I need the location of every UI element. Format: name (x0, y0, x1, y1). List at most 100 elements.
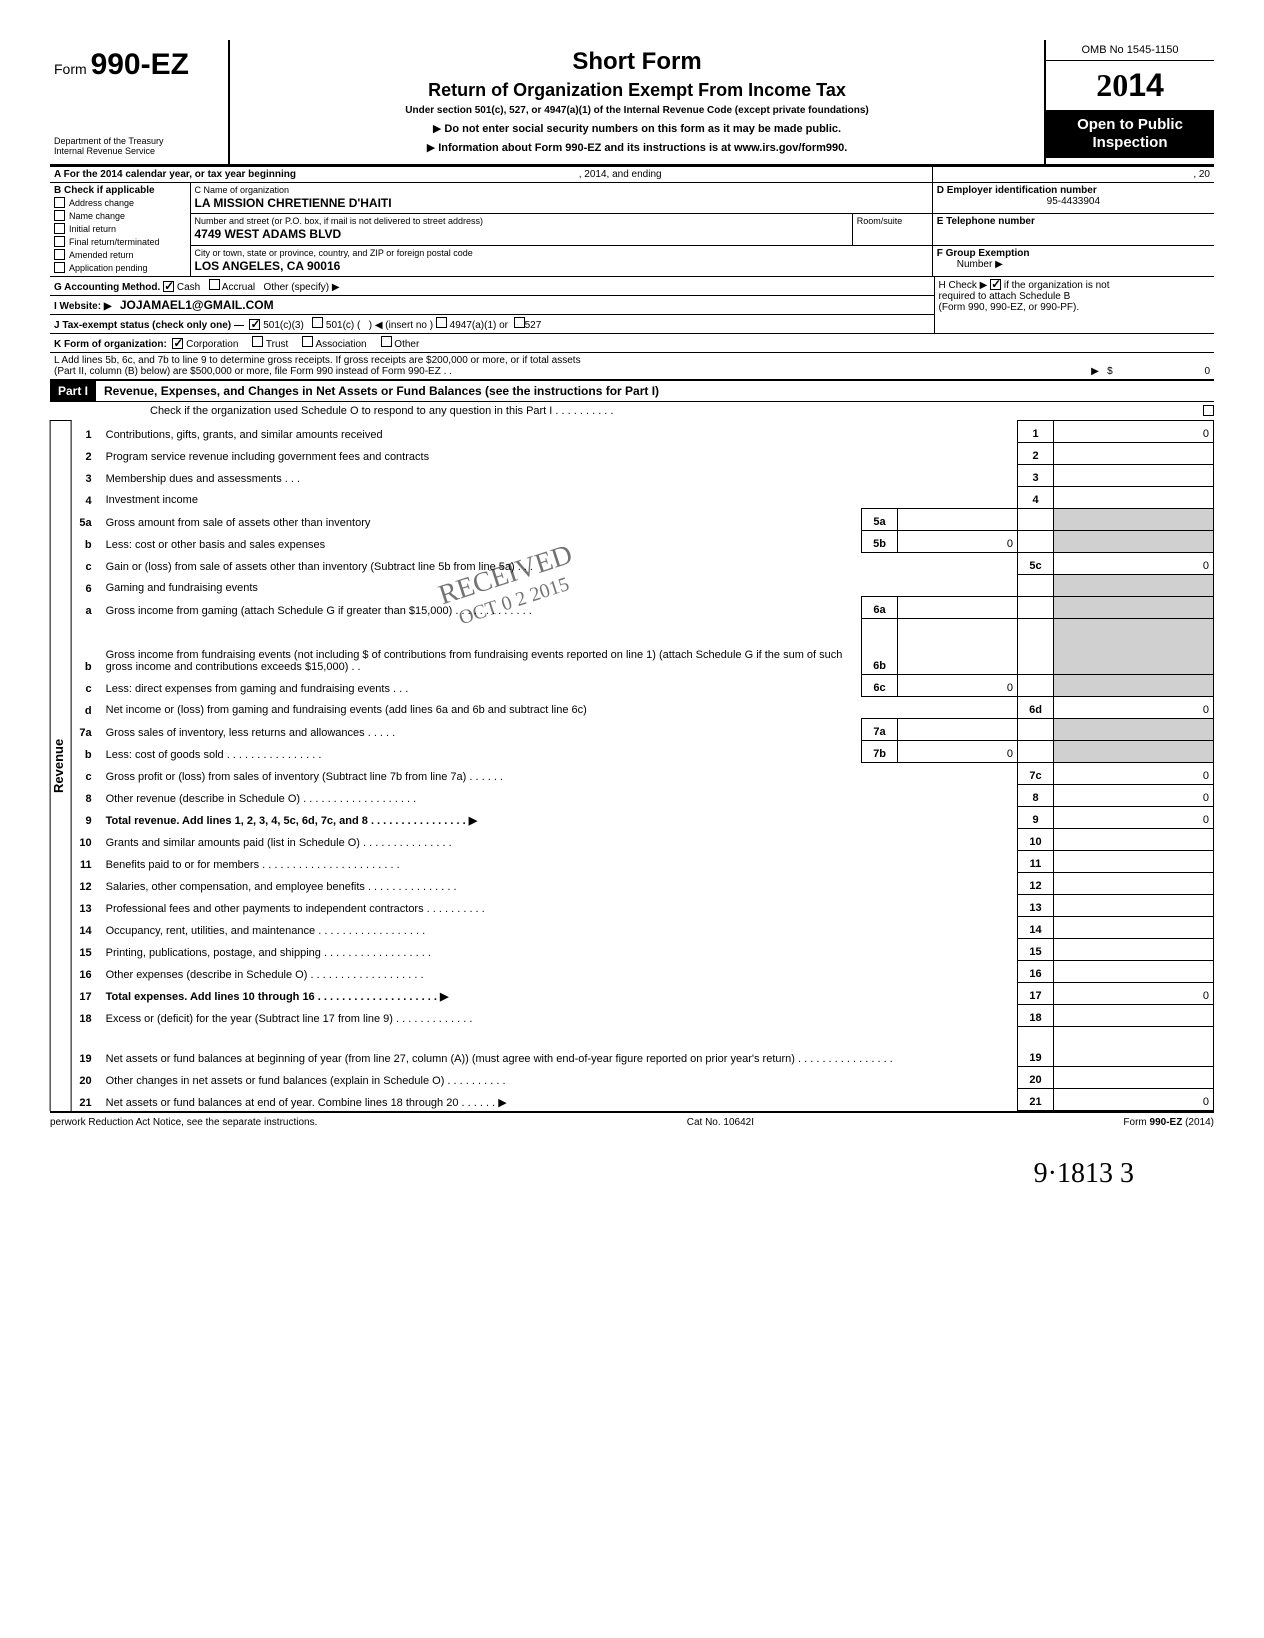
part-1-badge: Part I (50, 381, 96, 401)
line-5c: cGain or (loss) from sale of assets othe… (72, 553, 1214, 575)
chk-amended-return[interactable]: Amended return (54, 248, 186, 261)
l-text1: L Add lines 5b, 6c, and 7b to line 9 to … (54, 355, 581, 366)
line-17-desc: Total expenses. Add lines 10 through 16 … (106, 991, 449, 1003)
i-value: JOJAMAEL1@GMAIL.COM (120, 298, 274, 312)
k-opt-0: Corporation (186, 339, 238, 350)
c-street-value: 4749 WEST ADAMS BLVD (195, 227, 342, 241)
open-public-1: Open to Public (1048, 116, 1212, 134)
line-4: 4Investment income4 (72, 487, 1214, 509)
chk-name-change[interactable]: Name change (54, 209, 186, 222)
c-city-label: City or town, state or province, country… (195, 248, 473, 258)
instr-1: Do not enter social security numbers on … (238, 122, 1036, 135)
chk-initial-return[interactable]: Initial return (54, 222, 186, 235)
open-to-public: Open to Public Inspection (1046, 110, 1214, 158)
l-amount: 0 (1204, 366, 1210, 377)
form-number-block: Form 990-EZ (54, 48, 224, 82)
chk-accrual[interactable] (209, 279, 220, 290)
line-5b: bLess: cost or other basis and sales exp… (72, 531, 1214, 553)
j-opt-3: 4947(a)(1) or (450, 320, 508, 331)
k-opt-1: Trust (266, 339, 288, 350)
line-17: 17Total expenses. Add lines 10 through 1… (72, 983, 1214, 1005)
chk-schedule-o[interactable] (1203, 405, 1214, 416)
line-6d: dNet income or (loss) from gaming and fu… (72, 697, 1214, 719)
handwriting: 9·1813 3 (50, 1128, 1214, 1190)
chk-other[interactable] (381, 336, 392, 347)
line-6c: cLess: direct expenses from gaming and f… (72, 675, 1214, 697)
part-1-check-text: Check if the organization used Schedule … (150, 405, 613, 417)
lines-wrap: Revenue 1Contributions, gifts, grants, a… (50, 420, 1214, 1111)
chk-501c[interactable] (312, 317, 323, 328)
line-9: 9Total revenue. Add lines 1, 2, 3, 4, 5c… (72, 807, 1214, 829)
line-13: 13Professional fees and other payments t… (72, 895, 1214, 917)
header-right: OMB No 1545-1150 20201414 Open to Public… (1044, 40, 1214, 164)
line-3: 3Membership dues and assessments . . .3 (72, 465, 1214, 487)
g-cash: Cash (177, 282, 200, 293)
f-sub: Number ▶ (937, 259, 1003, 270)
line-2: 2Program service revenue including gover… (72, 443, 1214, 465)
chk-corporation[interactable] (172, 338, 183, 349)
line-7b: bLess: cost of goods sold . . . . . . . … (72, 741, 1214, 763)
line-14: 14Occupancy, rent, utilities, and mainte… (72, 917, 1214, 939)
instr-2: Information about Form 990-EZ and its in… (238, 141, 1036, 154)
chk-association[interactable] (302, 336, 313, 347)
chk-trust[interactable] (252, 336, 263, 347)
section-a-label: A For the 2014 calendar year, or tax yea… (54, 169, 296, 180)
revenue-vertical-label: Revenue (50, 420, 72, 1111)
subtitle: Under section 501(c), 527, or 4947(a)(1)… (238, 105, 1036, 116)
section-b: B Check if applicable Address change Nam… (50, 183, 190, 277)
chk-4947[interactable] (436, 317, 447, 328)
line-1: 1Contributions, gifts, grants, and simil… (72, 421, 1214, 443)
d-value: 95-4433904 (937, 196, 1210, 207)
chk-application-pending[interactable]: Application pending (54, 261, 186, 274)
tax-year: 20201414 (1046, 61, 1214, 110)
chk-h[interactable] (990, 279, 1001, 290)
header-center: Short Form Return of Organization Exempt… (230, 40, 1044, 164)
line-20: 20Other changes in net assets or fund ba… (72, 1067, 1214, 1089)
instr-1-text: Do not enter social security numbers on … (444, 123, 841, 135)
section-a-end: , 20 (932, 167, 1214, 183)
footer: perwork Reduction Act Notice, see the se… (50, 1111, 1214, 1128)
dept-line-2: Internal Revenue Service (54, 146, 224, 156)
k-opt-3: Other (394, 339, 419, 350)
h-label4: (Form 990, 990-EZ, or 990-PF). (939, 302, 1080, 313)
instr-2-text: Information about Form 990-EZ and its in… (438, 142, 847, 154)
part-1-check-line: Check if the organization used Schedule … (50, 401, 1214, 420)
line-18: 18Excess or (deficit) for the year (Subt… (72, 1005, 1214, 1027)
line-19: 19Net assets or fund balances at beginni… (72, 1027, 1214, 1067)
c-city-value: LOS ANGELES, CA 90016 (195, 259, 341, 273)
c-name-value: LA MISSION CHRETIENNE D'HAITI (195, 196, 392, 210)
g-to-l-grid: G Accounting Method. Cash Accrual Other … (50, 277, 1214, 380)
line-6a: aGross income from gaming (attach Schedu… (72, 597, 1214, 619)
g-other: Other (specify) ▶ (264, 282, 340, 293)
header-left: Form 990-EZ Department of the Treasury I… (50, 40, 230, 164)
j-opt-2: ◀ (insert no ) (375, 320, 433, 331)
chk-address-change[interactable]: Address change (54, 196, 186, 209)
title-return: Return of Organization Exempt From Incom… (238, 80, 1036, 101)
line-5a: 5aGross amount from sale of assets other… (72, 509, 1214, 531)
j-opt-0: 501(c)(3) (263, 320, 304, 331)
line-6b: bGross income from fundraising events (n… (72, 619, 1214, 675)
h-label2: if the organization is not (1004, 280, 1110, 291)
chk-cash[interactable] (163, 281, 174, 292)
form-header: Form 990-EZ Department of the Treasury I… (50, 40, 1214, 166)
l-text2: (Part II, column (B) below) are $500,000… (54, 366, 452, 377)
dept-line-1: Department of the Treasury (54, 136, 224, 146)
line-7c: cGross profit or (loss) from sales of in… (72, 763, 1214, 785)
chk-501c3[interactable] (249, 319, 260, 330)
footer-left: perwork Reduction Act Notice, see the se… (50, 1117, 317, 1128)
j-opt-1: 501(c) ( (326, 320, 360, 331)
i-label: I Website: ▶ (54, 301, 112, 312)
h-label1: H Check ▶ (939, 280, 988, 291)
chk-final-return[interactable]: Final return/terminated (54, 235, 186, 248)
line-10: 10Grants and similar amounts paid (list … (72, 829, 1214, 851)
k-opt-2: Association (315, 339, 366, 350)
line-12: 12Salaries, other compensation, and empl… (72, 873, 1214, 895)
info-grid: A For the 2014 calendar year, or tax yea… (50, 166, 1214, 277)
lines-table: 1Contributions, gifts, grants, and simil… (72, 420, 1214, 1111)
c-room-label: Room/suite (857, 216, 903, 226)
line-15: 15Printing, publications, postage, and s… (72, 939, 1214, 961)
g-label: G Accounting Method. (54, 282, 160, 293)
omb-number: OMB No 1545-1150 (1046, 40, 1214, 61)
chk-527[interactable] (514, 317, 525, 328)
line-11: 11Benefits paid to or for members . . . … (72, 851, 1214, 873)
